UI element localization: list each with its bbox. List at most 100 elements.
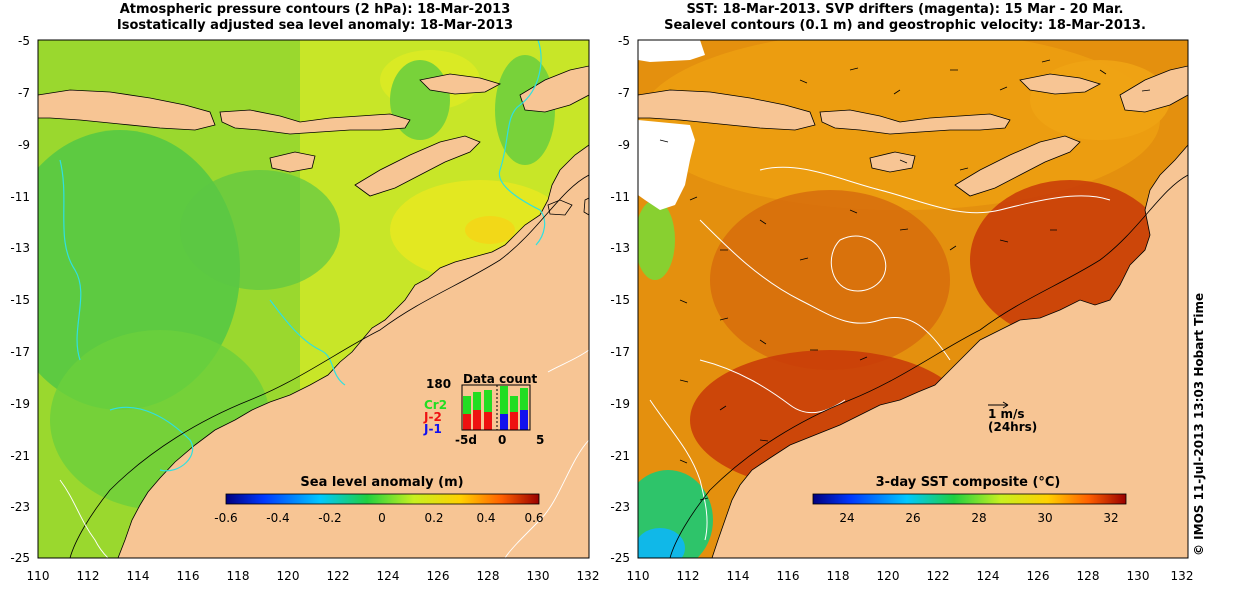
dc-xtick-minus5: -5d — [455, 433, 477, 447]
right-lon-label-3: 114 — [727, 569, 750, 583]
right-lon-label-10: 128 — [1077, 569, 1100, 583]
right-lat-label-1: -5 — [618, 34, 630, 48]
right-lon-label-11: 130 — [1127, 569, 1150, 583]
right-lon-label-12: 132 — [1171, 569, 1194, 583]
left-cb-tick-4: 0 — [378, 511, 386, 525]
dc-bar-j2-2 — [473, 410, 481, 430]
right-sealevel-contour-5 — [649, 399, 708, 541]
velocity-scale-label: 1 m/s — [988, 407, 1025, 421]
left-white-contour-3 — [547, 349, 589, 373]
left-lon-label-6: 120 — [277, 569, 300, 583]
left-title-line2: Isostatically adjusted sea level anomaly… — [116, 18, 514, 33]
data-count-inset: Data count 180 Cr2 J-2 J-1 -5d 0 5 — [423, 372, 544, 447]
left-lat-label-9: -21 — [10, 449, 30, 463]
right-lon-label-1: 110 — [627, 569, 650, 583]
left-lat-label-7: -17 — [10, 345, 30, 359]
left-lon-label-11: 130 — [527, 569, 550, 583]
dc-bar-j1-4 — [500, 414, 508, 430]
left-title-line1: Atmospheric pressure contours (2 hPa): 1… — [119, 2, 511, 17]
right-lat-label-3: -9 — [618, 138, 630, 152]
mission-label-j2: J-2 — [423, 410, 442, 424]
left-lat-label-5: -13 — [10, 241, 30, 255]
left-lon-label-5: 118 — [227, 569, 250, 583]
right-australia-land — [711, 144, 1188, 558]
left-northeast-island — [519, 65, 589, 113]
dc-xtick-0: 0 — [498, 433, 506, 447]
dc-bar-cr2-2 — [473, 392, 481, 417]
left-white-contour-1 — [59, 479, 109, 558]
left-lat-label-11: -25 — [10, 551, 30, 565]
left-lon-label-8: 124 — [377, 569, 400, 583]
left-pressure-contour-3 — [109, 406, 194, 472]
left-lat-label-1: -5 — [18, 34, 30, 48]
left-cb-tick-5: 0.2 — [424, 511, 443, 525]
right-cb-tick-5: 32 — [1103, 511, 1118, 525]
right-lat-label-9: -21 — [610, 449, 630, 463]
right-map — [638, 40, 1188, 558]
left-lon-label-4: 116 — [177, 569, 200, 583]
mission-label-cr2: Cr2 — [424, 398, 447, 412]
left-pressure-contour-4 — [269, 299, 346, 386]
data-count-max-label: 180 — [426, 377, 451, 391]
left-cb-tick-2: -0.4 — [266, 511, 289, 525]
right-northeast-island — [1119, 65, 1188, 113]
data-count-frame — [461, 384, 531, 431]
right-colorbar-label: 3-day SST composite (°C) — [876, 475, 1061, 490]
right-colorbar-gradient — [812, 493, 1127, 505]
right-lat-label-10: -23 — [610, 500, 630, 514]
left-lon-label-9: 126 — [427, 569, 450, 583]
right-sealevel-contour-3 — [830, 235, 887, 292]
sla-high-spot — [465, 216, 515, 244]
left-cb-tick-1: -0.6 — [214, 511, 237, 525]
left-colorbar-label: Sea level anomaly (m) — [300, 475, 463, 490]
right-lon-label-9: 126 — [1027, 569, 1050, 583]
right-lat-label-6: -15 — [610, 293, 630, 307]
left-lat-label-4: -11 — [10, 190, 30, 204]
right-lat-label-7: -17 — [610, 345, 630, 359]
right-lat-label-2: -7 — [618, 86, 630, 100]
dc-bar-j2-1 — [463, 414, 471, 430]
left-lat-axis: -5 -7 -9 -11 -13 -15 -17 -19 -21 -23 -25 — [10, 34, 30, 565]
velocity-scale: 1 m/s (24hrs) — [988, 401, 1037, 434]
right-lon-label-6: 120 — [877, 569, 900, 583]
left-lat-label-8: -19 — [10, 397, 30, 411]
left-shelf-line — [69, 174, 589, 558]
left-panel-title: Atmospheric pressure contours (2 hPa): 1… — [40, 2, 590, 34]
right-sealevel-contour-2 — [699, 219, 951, 361]
left-lat-label-3: -9 — [18, 138, 30, 152]
right-indonesia-java — [638, 89, 816, 131]
left-lon-axis: 110 112 114 116 118 120 122 124 126 128 … — [27, 569, 600, 583]
right-lon-axis: 110 112 114 116 118 120 122 124 126 128 … — [627, 569, 1194, 583]
right-lat-label-8: -19 — [610, 397, 630, 411]
right-lon-label-5: 118 — [827, 569, 850, 583]
right-colorbar: 3-day SST composite (°C) 24 26 28 30 32 — [812, 475, 1127, 525]
right-lat-label-11: -25 — [610, 551, 630, 565]
right-flores — [1019, 73, 1102, 95]
left-white-contour-2 — [504, 439, 589, 558]
dc-bar-cr2-1 — [463, 396, 471, 421]
right-lon-label-4: 116 — [777, 569, 800, 583]
left-lon-label-1: 110 — [27, 569, 50, 583]
left-lon-label-7: 122 — [327, 569, 350, 583]
velocity-scale-sublabel: (24hrs) — [988, 420, 1037, 434]
dc-bar-cr2-6 — [520, 388, 528, 413]
left-lon-label-3: 114 — [127, 569, 150, 583]
right-sumba — [869, 151, 916, 173]
right-cb-tick-2: 26 — [905, 511, 920, 525]
right-lat-label-5: -13 — [610, 241, 630, 255]
dc-bar-j2-3 — [484, 412, 492, 430]
left-lon-label-12: 132 — [577, 569, 600, 583]
dc-bar-cr2-3 — [484, 390, 492, 415]
credit-text: © IMOS 11-Jul-2013 13:03 Hobart Time — [1192, 292, 1206, 556]
left-colorbar: Sea level anomaly (m) -0.6 -0.4 -0.2 0 0… — [214, 475, 543, 525]
left-lat-label-6: -15 — [10, 293, 30, 307]
right-lat-label-4: -11 — [610, 190, 630, 204]
right-title-line1: SST: 18-Mar-2013. SVP drifters (magenta)… — [686, 2, 1124, 17]
sst-warm-central — [710, 190, 950, 370]
velocity-scale-arrowhead — [1002, 401, 1009, 409]
data-count-bg — [462, 385, 530, 430]
right-lat-axis: -5 -7 -9 -11 -13 -15 -17 -19 -21 -23 -25 — [610, 34, 630, 565]
right-shelf-line — [669, 174, 1188, 558]
left-lon-label-10: 128 — [477, 569, 500, 583]
